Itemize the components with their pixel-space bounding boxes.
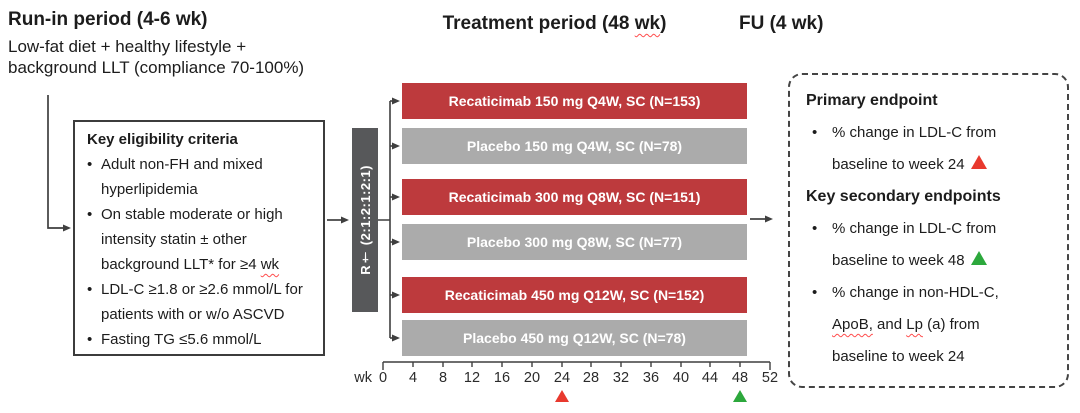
week-ruler	[382, 361, 771, 370]
axis-tick-label: 52	[761, 370, 779, 386]
endpoint-text: and	[872, 316, 907, 333]
eligibility-text: Fasting TG ≤5.6 mmol/L	[101, 331, 262, 348]
bullet-icon: •	[87, 206, 93, 223]
axis-tick-label: 8	[438, 370, 448, 386]
endpoint-bullet: • % change in LDL-C from	[806, 213, 1053, 245]
randomization-label: R† (2:1:2:1:2:1)	[357, 165, 373, 275]
primary-endpoint-title: Primary endpoint	[806, 92, 938, 109]
eligibility-text: hyperlipidemia	[101, 181, 198, 198]
arm-placebo-450-q12w: Placebo 450 mg Q12W, SC (N=78)	[402, 320, 747, 356]
endpoints-box: Primary endpoint • % change in LDL-C from…	[788, 73, 1069, 388]
eligibility-bullet-cont: hyperlipidemia	[87, 177, 317, 202]
axis-tick-label: 32	[612, 370, 630, 386]
eligibility-bullet: • Adult non-FH and mixed	[87, 152, 317, 177]
eligibility-text: patients with or w/o ASCVD	[101, 306, 285, 323]
eligibility-text: background LLT* for ≥4	[101, 256, 261, 273]
eligibility-bullet: • On stable moderate or high	[87, 202, 317, 227]
bullet-icon: •	[812, 284, 818, 301]
misspelling-underline: wk	[634, 13, 661, 34]
misspelling-underline: wk	[260, 256, 280, 273]
bullet-icon: •	[87, 331, 93, 348]
eligibility-text: LDL-C ≥1.8 or ≥2.6 mmol/L for	[101, 281, 303, 298]
endpoint-text: baseline to week 24	[832, 348, 965, 365]
eligibility-bullet: • LDL-C ≥1.8 or ≥2.6 mmol/L for	[87, 277, 317, 302]
eligibility-title: Key eligibility criteria	[87, 131, 238, 148]
axis-tick-label: 24	[553, 370, 571, 386]
randomization-bar: R† (2:1:2:1:2:1)	[352, 128, 378, 312]
runin-to-eligibility-arrow	[47, 95, 71, 232]
eligibility-bullet-cont: patients with or w/o ASCVD	[87, 302, 317, 327]
axis-tick-label: 36	[642, 370, 660, 386]
axis-tick-label: 16	[493, 370, 511, 386]
axis-tick-label: 20	[523, 370, 541, 386]
follow-up-title: FU (4 wk)	[739, 13, 824, 34]
axis-tick-label: 0	[378, 370, 388, 386]
misspelling-underline: Lp	[906, 316, 923, 333]
eligibility-bullet-cont: background LLT* for ≥4 wk	[87, 252, 317, 277]
bullet-icon: •	[812, 124, 818, 141]
arm-placebo-300-q8w: Placebo 300 mg Q8W, SC (N=77)	[402, 224, 747, 260]
treatment-period-title: Treatment period (48 wk)	[382, 13, 727, 35]
eligibility-criteria-box: Key eligibility criteria • Adult non-FH a…	[73, 120, 325, 356]
green-triangle-icon	[970, 251, 987, 265]
endpoint-text: baseline to week 48	[832, 252, 965, 269]
branch-line	[378, 101, 391, 338]
arm-placebo-150-q4w: Placebo 150 mg Q4W, SC (N=78)	[402, 128, 747, 164]
run-in-period-title: Run-in period (4-6 wk)	[8, 9, 208, 30]
eligibility-bullet-cont: intensity statin ± other	[87, 227, 317, 252]
misspelling-underline: ApoB,	[832, 316, 873, 333]
bullet-icon: •	[87, 156, 93, 173]
endpoint-text: % change in LDL-C from	[832, 124, 997, 141]
treatment-title-text: Treatment period (48	[442, 13, 635, 34]
arm-recaticimab-450-q12w: Recaticimab 450 mg Q12W, SC (N=152)	[402, 277, 747, 313]
endpoint-text: baseline to week 24	[832, 156, 965, 173]
arm-recaticimab-150-q4w: Recaticimab 150 mg Q4W, SC (N=153)	[402, 83, 747, 119]
endpoint-text: (a) from	[922, 316, 980, 333]
axis-tick-label: 44	[701, 370, 719, 386]
axis-tick-label: 40	[672, 370, 690, 386]
endpoint-bullet-cont: baseline to week 24	[806, 341, 1053, 373]
secondary-endpoints-title: Key secondary endpoints	[806, 188, 1001, 205]
axis-tick-label: 12	[463, 370, 481, 386]
run-in-description-line: Low-fat diet + healthy lifestyle +	[8, 37, 247, 56]
endpoint-bullet: • % change in LDL-C from	[806, 117, 1053, 149]
endpoint-bullet-cont: baseline to week 48	[806, 245, 1053, 277]
endpoint-text: % change in LDL-C from	[832, 220, 997, 237]
run-in-section-header: Run-in period (4-6 wk) Low-fat diet + he…	[8, 8, 358, 78]
axis-unit-label: wk	[354, 370, 372, 386]
axis-tick-label: 4	[408, 370, 418, 386]
red-triangle-icon	[970, 155, 987, 169]
eligibility-text: Adult non-FH and mixed	[101, 156, 263, 173]
endpoint-text: % change in non-HDL-C,	[832, 284, 999, 301]
bullet-icon: •	[87, 281, 93, 298]
secondary-endpoint-week48-marker-icon	[733, 390, 747, 402]
eligibility-bullet: • Fasting TG ≤5.6 mmol/L	[87, 327, 317, 352]
axis-tick-label: 28	[582, 370, 600, 386]
arm-recaticimab-300-q8w: Recaticimab 300 mg Q8W, SC (N=151)	[402, 179, 747, 215]
run-in-description-line: background LLT (compliance 70-100%)	[8, 58, 305, 77]
endpoint-bullet-cont: baseline to week 24	[806, 149, 1053, 181]
axis-tick-label: 48	[731, 370, 749, 386]
eligibility-text: intensity statin ± other	[101, 231, 247, 248]
primary-endpoint-week24-marker-icon	[555, 390, 569, 402]
run-in-description: Low-fat diet + healthy lifestyle + backg…	[8, 36, 358, 78]
bullet-icon: •	[812, 220, 818, 237]
endpoint-bullet-cont: ApoB, and Lp (a) from	[806, 309, 1053, 341]
endpoint-bullet: • % change in non-HDL-C,	[806, 277, 1053, 309]
treatment-title-text: )	[660, 13, 667, 34]
eligibility-text: On stable moderate or high	[101, 206, 283, 223]
